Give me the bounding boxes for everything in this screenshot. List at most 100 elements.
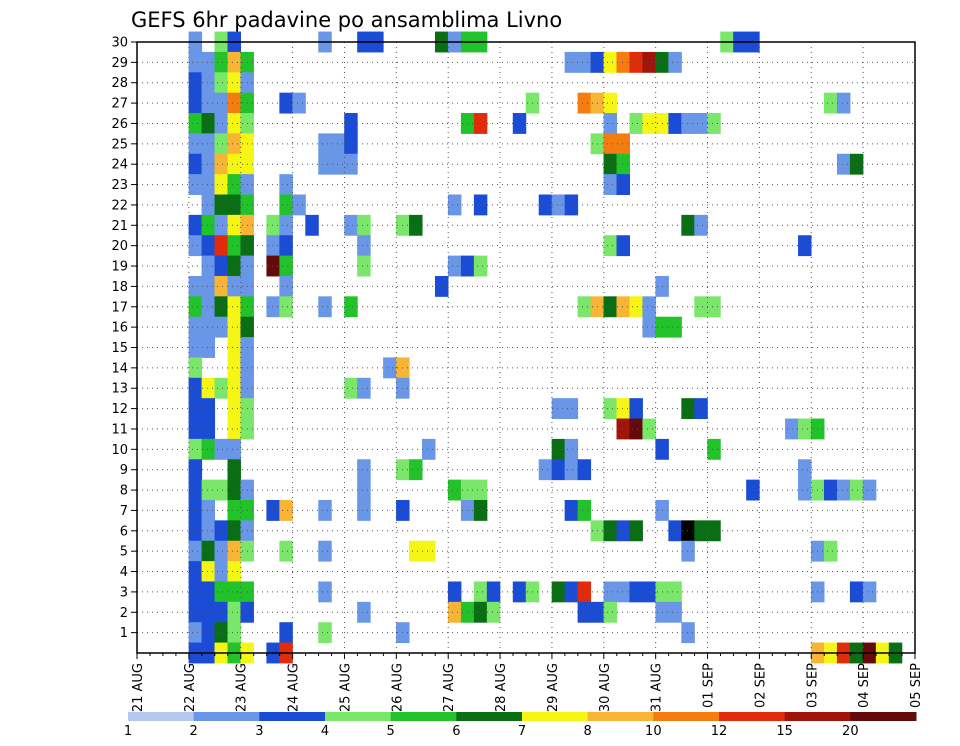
heatmap-cell <box>214 540 229 562</box>
heatmap-cell <box>214 194 229 216</box>
heatmap-cell <box>188 438 203 460</box>
heatmap-cell <box>201 153 216 175</box>
heatmap-cell <box>642 581 656 603</box>
heatmap-cell <box>823 540 838 562</box>
heatmap-cell <box>188 72 203 94</box>
heatmap-cell <box>227 275 241 297</box>
heatmap-cell <box>603 133 618 155</box>
heatmap-cell <box>188 459 203 481</box>
heatmap-cell <box>201 113 216 134</box>
heatmap-cell <box>201 316 216 338</box>
heatmap-cell <box>188 398 203 420</box>
y-tick-label: 29 <box>111 56 128 71</box>
heatmap-cell <box>214 377 229 399</box>
y-tick-label: 21 <box>111 219 128 234</box>
y-tick-label: 30 <box>111 36 128 51</box>
heatmap-cell <box>318 622 332 644</box>
heatmap-cell <box>279 500 293 521</box>
heatmap-cell <box>564 500 579 521</box>
colorbar-legend: 1 2 3 4 5 6 7 8 10 12 15 20 <box>124 712 917 739</box>
heatmap-cell <box>785 418 799 440</box>
x-tick-label: 30 AUG <box>598 663 613 712</box>
x-tick-label: 27 AUG <box>442 663 457 712</box>
colorbar-swatch <box>390 712 457 721</box>
heatmap-cell <box>201 500 216 521</box>
heatmap-cell <box>201 398 216 420</box>
heatmap-cell <box>188 153 203 175</box>
heatmap-cell <box>862 581 877 603</box>
heatmap-cell <box>629 520 643 542</box>
heatmap-cell <box>577 601 592 623</box>
x-tick-label: 26 AUG <box>390 663 405 712</box>
heatmap-cell <box>201 255 216 277</box>
heatmap-cell <box>551 398 566 420</box>
heatmap-cell <box>409 459 423 481</box>
heatmap-cell <box>344 133 358 155</box>
heatmap-cell <box>422 540 436 562</box>
heatmap-cell <box>577 459 592 481</box>
y-tick-label: 27 <box>111 97 128 112</box>
colorbar-label: 1 <box>124 724 132 739</box>
heatmap-cell <box>707 296 721 318</box>
heatmap-cell <box>227 214 241 236</box>
heatmap-cell <box>616 153 630 175</box>
y-tick-label: 15 <box>111 341 128 356</box>
heatmap-cell <box>694 113 708 134</box>
heatmap-cell <box>668 581 682 603</box>
y-tick-label: 20 <box>111 239 128 254</box>
y-tick-label: 19 <box>111 260 128 275</box>
heatmap-cell <box>629 51 643 73</box>
heatmap-cell <box>642 51 656 73</box>
heatmap-cell <box>214 520 229 542</box>
heatmap-cell <box>798 418 812 440</box>
heatmap-cell <box>344 377 358 399</box>
heatmap-cell <box>201 194 216 216</box>
heatmap-cell <box>279 174 293 195</box>
heatmap-cell <box>214 51 229 73</box>
heatmap-cell <box>512 113 527 134</box>
heatmap-cell <box>862 479 877 501</box>
heatmap-cell <box>564 438 579 460</box>
heatmap-cell <box>214 214 229 236</box>
colorbar-swatch <box>719 712 786 721</box>
heatmap-cell <box>201 479 216 501</box>
heatmap-cell <box>201 581 216 603</box>
heatmap-cell <box>227 194 241 216</box>
heatmap-cell <box>577 92 592 114</box>
colorbar-swatch <box>456 712 523 721</box>
heatmap-cell <box>188 540 203 562</box>
heatmap-cell <box>603 601 618 623</box>
y-tick-label: 28 <box>111 76 128 91</box>
heatmap-cell <box>564 51 579 73</box>
heatmap-cell <box>188 581 203 603</box>
x-tick-label: 03 SEP <box>805 663 820 708</box>
heatmap-cell <box>214 275 229 297</box>
y-tick-label: 8 <box>120 484 128 499</box>
y-tick-label: 18 <box>111 280 128 295</box>
heatmap-cell <box>823 479 838 501</box>
heatmap-cell <box>227 601 241 623</box>
heatmap-cell <box>214 235 229 257</box>
y-tick-label: 11 <box>111 422 128 437</box>
heatmap-cell <box>616 520 630 542</box>
heatmap-cell <box>344 153 358 175</box>
heatmap-cell <box>344 296 358 318</box>
heatmap-cell <box>188 337 203 358</box>
heatmap-cell <box>227 561 241 582</box>
heatmap-cell <box>227 357 241 379</box>
heatmap-cell <box>201 235 216 257</box>
heatmap-cell <box>642 296 656 318</box>
heatmap-cell <box>564 398 579 420</box>
heatmap-cell <box>798 479 812 501</box>
heatmap-cell <box>214 296 229 318</box>
heatmap-cell <box>616 174 630 195</box>
heatmap-cell <box>279 255 293 277</box>
heatmap-cell <box>266 296 280 318</box>
heatmap-cell <box>279 235 293 257</box>
heatmap-cell <box>642 316 656 338</box>
heatmap-cell <box>201 377 216 399</box>
heatmap-cell <box>188 235 203 257</box>
heatmap-cell <box>227 255 241 277</box>
heatmap-cell <box>227 133 241 155</box>
heatmap-cell <box>227 581 241 603</box>
